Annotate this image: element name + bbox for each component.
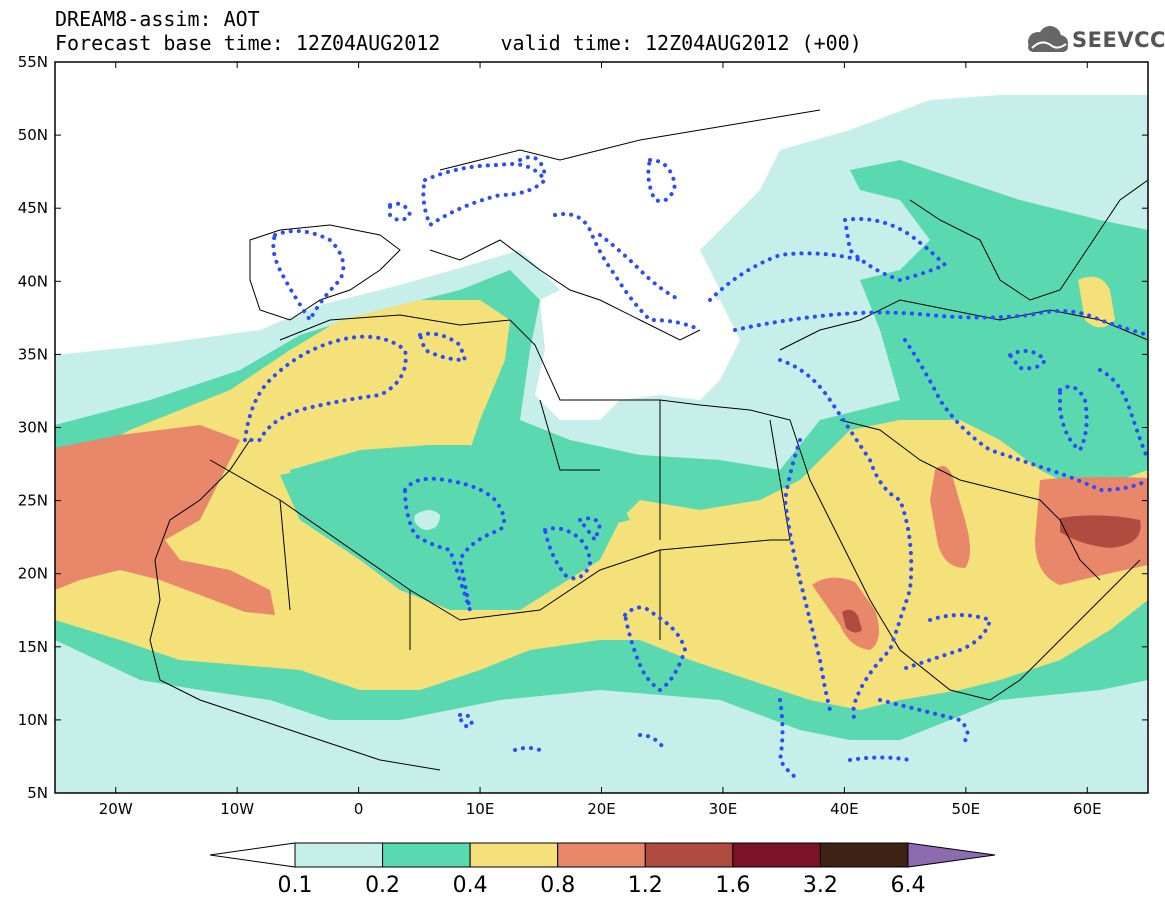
colorbar-box <box>382 842 471 868</box>
lon-label: 50E <box>952 800 981 818</box>
colorbar-label: 3.2 <box>803 873 838 898</box>
colorbar-label: 0.1 <box>278 873 313 898</box>
lat-label: 15N <box>18 638 48 656</box>
lat-label: 10N <box>18 711 48 729</box>
lon-label: 0 <box>354 800 364 818</box>
colorbar-box <box>469 842 559 868</box>
latitude-labels: 55N 50N 45N 40N 35N 30N 25N 20N 15N 10N 5N <box>18 53 48 802</box>
lon-label: 10E <box>466 800 495 818</box>
colorbar-under-triangle <box>209 842 296 868</box>
lat-label: 50N <box>18 126 48 144</box>
aot-fields <box>55 62 1148 793</box>
field-orange-west <box>55 425 275 615</box>
field-green-hole <box>290 445 630 580</box>
lat-label: 35N <box>18 345 48 363</box>
lat-label: 30N <box>18 419 48 437</box>
colorbar-box <box>557 842 646 868</box>
axis-ticks <box>55 61 1148 794</box>
dotted-contours <box>242 155 1148 782</box>
map-title: DREAM8-assim: AOT <box>55 7 260 31</box>
lat-label: 55N <box>18 53 48 71</box>
colorbar-box <box>732 842 821 868</box>
colorbar-box <box>644 842 734 868</box>
logo-text: SEEVCCC <box>1072 28 1165 52</box>
lon-label: 30E <box>709 800 738 818</box>
colorbar-box <box>819 842 909 868</box>
colorbar-over-triangle <box>907 842 996 868</box>
lon-label: 40E <box>830 800 859 818</box>
longitude-labels: 20W 10W 0 10E 20E 30E 40E 50E 60E <box>99 800 1102 818</box>
cloud-icon <box>1028 26 1068 52</box>
field-orange-arabia <box>930 466 970 568</box>
field-lightest-hole <box>414 510 440 530</box>
lat-label: 25N <box>18 492 48 510</box>
colorbar-label: 0.4 <box>453 873 488 898</box>
lon-label: 60E <box>1073 800 1102 818</box>
colorbar-label: 0.8 <box>540 873 575 898</box>
colorbar: 0.1 0.2 0.4 0.8 1.2 1.6 3.2 6.4 <box>209 842 996 898</box>
colorbar-label: 0.2 <box>365 873 400 898</box>
lat-label: 5N <box>27 784 48 802</box>
coastlines <box>149 109 1148 771</box>
colorbar-label: 1.6 <box>715 873 750 898</box>
field-yellow-patch <box>1078 276 1115 328</box>
lon-label: 10W <box>220 800 254 818</box>
colorbar-label: 6.4 <box>891 873 926 898</box>
field-darkred-sudan <box>842 609 862 633</box>
lat-label: 45N <box>18 199 48 217</box>
lat-label: 20N <box>18 565 48 583</box>
colorbar-label: 1.2 <box>628 873 663 898</box>
lon-label: 20E <box>587 800 616 818</box>
field-white-med <box>535 270 740 420</box>
lat-label: 40N <box>18 272 48 290</box>
lon-label: 20W <box>99 800 133 818</box>
colorbar-box <box>294 842 384 868</box>
forecast-time-line: Forecast base time: 12Z04AUG2012 valid t… <box>55 31 862 55</box>
field-darkred-oman <box>1060 515 1141 548</box>
